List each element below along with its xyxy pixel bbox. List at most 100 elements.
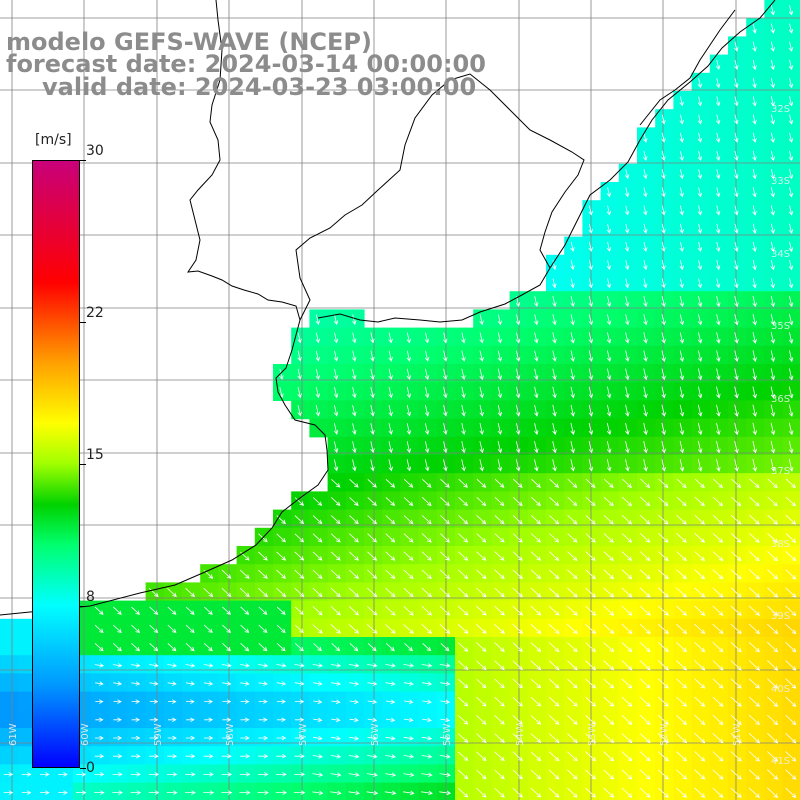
wind-arrow	[167, 735, 177, 741]
wind-speed-cell	[691, 691, 711, 711]
wind-arrow	[588, 314, 594, 326]
wind-arrow	[276, 624, 286, 634]
wind-speed-cell	[254, 782, 274, 800]
wind-arrow	[694, 587, 706, 598]
wind-speed-cell	[291, 691, 310, 711]
wind-arrow	[767, 551, 778, 562]
wind-arrow	[203, 624, 213, 634]
wind-speed-cell	[236, 600, 256, 620]
wind-arrow	[588, 350, 594, 362]
wind-arrow	[606, 422, 612, 436]
wind-speed-cell	[491, 455, 511, 474]
wind-arrow	[548, 642, 560, 653]
wind-speed-cell	[582, 382, 602, 401]
wind-speed-cell	[764, 91, 784, 110]
wind-arrow	[625, 441, 630, 454]
wind-speed-cell	[91, 764, 110, 784]
wind-arrow	[712, 660, 724, 671]
wind-speed-cell	[618, 746, 638, 765]
wind-speed-cell	[309, 345, 329, 365]
wind-speed-cell	[382, 764, 401, 784]
wind-arrow	[715, 241, 721, 253]
wind-speed-cell	[182, 709, 201, 729]
wind-speed-cell	[582, 236, 602, 256]
wind-speed-cell	[491, 345, 511, 365]
wind-arrow	[548, 751, 560, 762]
wind-arrow	[585, 551, 596, 561]
wind-speed-cell	[418, 600, 438, 620]
wind-arrow	[785, 478, 796, 489]
wind-speed-cell	[382, 546, 401, 565]
wind-arrow	[643, 332, 648, 344]
wind-speed-cell	[582, 709, 602, 729]
wind-speed-cell	[782, 782, 800, 800]
wind-speed-cell	[655, 637, 674, 656]
wind-speed-cell	[127, 691, 147, 711]
wind-arrow	[549, 515, 560, 525]
wind-speed-cell	[582, 473, 602, 492]
wind-arrow	[752, 440, 757, 454]
wind-arrow	[734, 422, 739, 436]
wind-speed-cell	[637, 728, 656, 747]
wind-speed-cell	[254, 546, 274, 565]
wind-speed-cell	[218, 728, 238, 747]
wind-speed-cell	[527, 291, 547, 310]
wind-arrow	[694, 769, 706, 780]
wind-speed-cell	[764, 582, 784, 602]
wind-speed-cell	[254, 691, 274, 711]
wind-arrow	[294, 735, 305, 741]
wind-arrow	[530, 642, 542, 652]
wind-speed-cell	[709, 163, 729, 183]
wind-arrow	[643, 278, 648, 289]
wind-arrow	[312, 551, 323, 561]
wind-arrow	[388, 405, 393, 417]
wind-arrow	[639, 551, 651, 562]
wind-speed-cell	[546, 273, 565, 292]
wind-speed-cell	[473, 309, 492, 329]
wind-arrow	[385, 699, 396, 704]
wind-arrow	[458, 751, 469, 762]
wind-speed-cell	[145, 637, 165, 656]
wind-arrow	[640, 533, 651, 543]
wind-arrow	[421, 551, 432, 561]
wind-arrow	[567, 769, 578, 780]
wind-arrow	[548, 605, 560, 616]
wind-arrow	[312, 754, 323, 759]
wind-speed-cell	[455, 327, 474, 347]
wind-speed-cell	[600, 655, 620, 674]
wind-speed-cell	[145, 582, 165, 602]
wind-speed-cell	[400, 564, 420, 583]
wind-arrow	[658, 587, 669, 598]
wind-speed-cell	[782, 72, 800, 92]
wind-arrow	[421, 681, 433, 686]
wind-speed-cell	[109, 728, 128, 747]
wind-arrow	[494, 733, 505, 743]
wind-arrow	[603, 533, 614, 543]
wind-arrow	[512, 715, 523, 725]
wind-speed-cell	[327, 527, 347, 547]
wind-arrow	[730, 733, 742, 744]
wind-arrow	[748, 587, 760, 598]
wind-arrow	[734, 350, 739, 363]
wind-speed-cell	[673, 254, 693, 274]
wind-speed-cell	[382, 655, 401, 674]
wind-arrow	[515, 404, 521, 417]
wind-arrow	[767, 769, 779, 780]
wind-speed-cell	[418, 618, 438, 638]
wind-speed-cell	[473, 345, 492, 365]
wind-arrow	[149, 753, 159, 759]
wind-speed-cell	[109, 637, 128, 656]
wind-speed-cell	[364, 655, 383, 674]
wind-arrow	[748, 678, 760, 689]
wind-speed-cell	[582, 509, 602, 529]
wind-speed-cell	[309, 582, 329, 602]
wind-speed-cell	[345, 473, 365, 492]
wind-arrow	[567, 478, 578, 488]
wind-speed-cell	[673, 728, 693, 747]
wind-speed-cell	[327, 345, 347, 365]
wind-speed-cell	[691, 345, 711, 365]
wind-speed-cell	[637, 691, 656, 711]
wind-arrow	[458, 569, 469, 580]
wind-speed-cell	[455, 509, 474, 529]
wind-arrow	[694, 696, 706, 707]
